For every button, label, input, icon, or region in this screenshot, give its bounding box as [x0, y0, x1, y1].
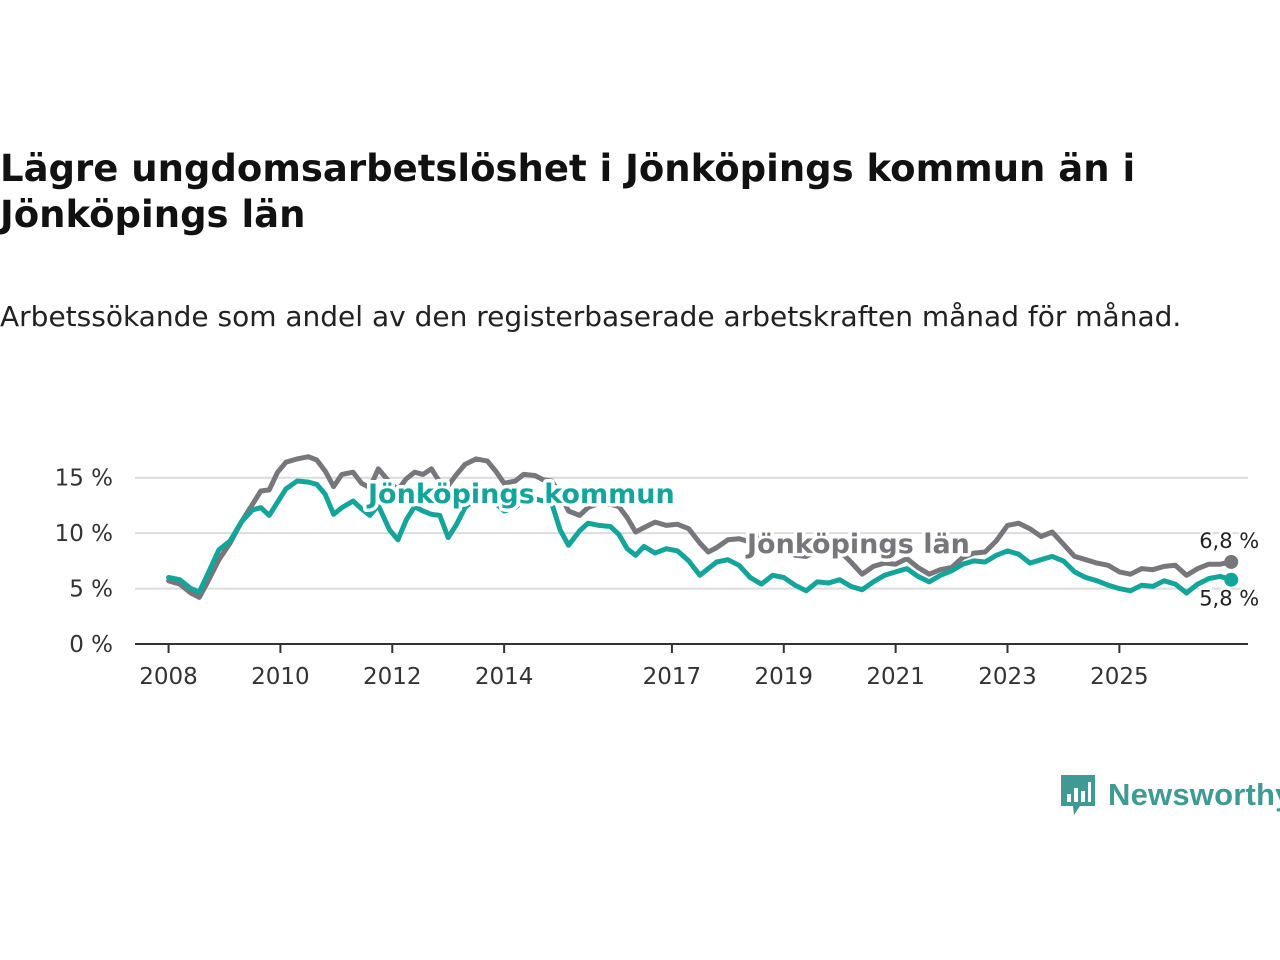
newsworthy-logo-icon [1061, 775, 1095, 815]
x-tick-label: 2023 [978, 664, 1037, 690]
x-tick-label: 2019 [755, 664, 814, 690]
y-tick-label: 10 % [55, 521, 113, 547]
y-tick-label: 5 % [69, 577, 113, 603]
series-label-kommun: Jönköpings kommun [366, 479, 675, 510]
series-labels: Jönköpings län Jönköpings kommun 6,8 % 5,8 … [363, 476, 1262, 614]
x-axis-ticks: 2008 2010 2012 2014 2017 2019 2021 2023 2025 [139, 644, 1149, 690]
end-point-lan [1224, 554, 1239, 569]
x-tick-label: 2021 [866, 664, 925, 690]
end-label-lan: 6,8 % [1199, 529, 1259, 553]
y-tick-label: 0 % [69, 632, 113, 658]
line-chart: 0 %5 %10 %15 % 2008 2010 2012 2014 2017 2019 2… [55, 454, 1262, 690]
end-point-kommun [1224, 572, 1239, 587]
x-tick-label: 2014 [475, 664, 534, 690]
newsworthy-logo: Newsworthy [1058, 772, 1280, 818]
end-label-kommun: 5,8 % [1199, 587, 1259, 611]
series-group [166, 454, 1239, 600]
newsworthy-logo-text: Newsworthy [1108, 777, 1280, 812]
x-tick-label: 2025 [1090, 664, 1149, 690]
x-tick-label: 2012 [363, 664, 422, 690]
x-tick-label: 2010 [251, 664, 310, 690]
chart-subtitle: Arbetssökande som andel av den registerb… [0, 300, 1182, 333]
x-tick-label: 2017 [643, 664, 702, 690]
chart-title: Lägre ungdomsarbetslöshet i Jönköpings k… [0, 147, 1136, 236]
grid-lines [135, 476, 1248, 645]
y-axis-ticks: 0 % 5 % 10 % 15 % [55, 466, 113, 658]
series-label-lan: Jönköpings län [745, 529, 970, 560]
series-line-kommun [166, 478, 1234, 596]
series-line-lan [166, 454, 1234, 600]
y-tick-label: 15 % [55, 466, 113, 492]
x-tick-label: 2008 [139, 664, 198, 690]
